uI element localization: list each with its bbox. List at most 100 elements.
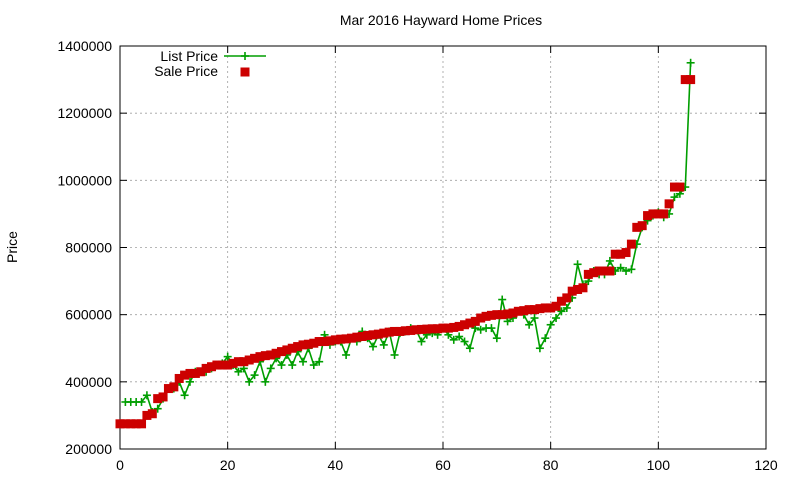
sale-price-point <box>282 345 292 355</box>
list-price-point <box>525 320 534 329</box>
sale-price-point <box>137 419 147 429</box>
sale-price-point <box>610 249 620 259</box>
sale-price-point <box>433 324 443 334</box>
sale-price-point <box>556 296 566 306</box>
legend-label-list-price: List Price <box>160 48 218 64</box>
list-price-point <box>234 367 243 376</box>
sale-price-point <box>368 330 378 340</box>
y-tick-label: 1200000 <box>57 105 112 121</box>
list-price-point <box>552 314 561 323</box>
sale-price-point <box>653 209 663 219</box>
sale-price-point <box>255 352 265 362</box>
sale-price-point <box>454 321 464 331</box>
y-tick-label: 200000 <box>65 441 112 457</box>
sale-price-point <box>126 419 136 429</box>
sale-price-point <box>578 283 588 293</box>
sale-price-point <box>390 326 400 336</box>
sale-price-point <box>379 328 389 338</box>
sale-price-point <box>594 266 604 276</box>
y-tick-label: 800000 <box>65 240 112 256</box>
sale-price-point <box>465 318 475 328</box>
list-price-point <box>686 58 695 67</box>
sale-price-point <box>503 309 513 319</box>
x-tick-label: 100 <box>647 457 671 473</box>
list-price-point <box>498 295 507 304</box>
sale-price-point <box>174 373 184 383</box>
axes: 0 20 40 60 80 100 120 200000 400000 600000 800000 1… <box>57 38 777 473</box>
sale-price-point <box>341 334 351 344</box>
sale-price-point <box>546 303 556 313</box>
sale-price-point <box>573 284 583 294</box>
sale-price-point <box>260 351 270 361</box>
sale-price-point <box>416 324 426 334</box>
list-price-point <box>417 337 426 346</box>
list-price-point <box>535 344 544 353</box>
sale-price-point <box>600 266 609 276</box>
sale-price-point <box>535 304 545 314</box>
sale-price-point <box>153 394 163 404</box>
sale-price-point <box>384 327 394 337</box>
sale-price-point <box>298 340 308 350</box>
list-price-point <box>616 263 625 272</box>
list-price-point <box>277 361 286 370</box>
sale-price-point <box>476 313 486 323</box>
list-price-point <box>223 352 232 361</box>
list-price-point <box>261 377 270 386</box>
sale-price-point <box>357 331 367 341</box>
list-price-line <box>125 62 692 414</box>
sale-price-point <box>303 339 313 349</box>
list-price-point <box>622 267 631 276</box>
list-price-point <box>562 303 571 312</box>
sale-price-point <box>163 384 173 394</box>
sale-price-point <box>406 325 416 335</box>
sale-price-point <box>115 419 125 429</box>
list-price-point <box>449 335 458 344</box>
sale-price-point <box>212 360 222 370</box>
sale-price-point <box>492 310 502 320</box>
y-tick-label: 600000 <box>65 307 112 323</box>
series-layer <box>115 58 696 429</box>
list-price-point <box>487 324 496 333</box>
sale-price-point <box>201 363 211 373</box>
sale-price-point <box>352 332 362 342</box>
sale-price-point <box>158 392 168 402</box>
list-price-point <box>627 265 636 274</box>
sale-price-point <box>551 301 561 311</box>
sale-price-point <box>481 311 491 321</box>
sale-price-point <box>131 419 141 429</box>
sale-price-point <box>519 306 529 316</box>
sale-price-point <box>363 330 373 340</box>
sale-price-point <box>411 325 421 335</box>
sale-price-point <box>196 367 206 377</box>
sale-price-point <box>373 329 383 339</box>
sale-price-point <box>422 324 432 334</box>
list-price-point <box>142 391 151 400</box>
sale-price-point <box>643 211 653 221</box>
list-price-point <box>557 307 566 316</box>
sale-price-point <box>513 306 523 316</box>
sale-price-point <box>621 248 631 258</box>
y-tick-label: 1000000 <box>57 172 112 188</box>
sale-price-point <box>675 182 685 192</box>
sale-price-point <box>147 409 157 419</box>
list-price-point <box>530 314 539 323</box>
sale-price-point <box>325 336 335 346</box>
x-tick-label: 20 <box>220 457 236 473</box>
sale-price-point <box>470 316 480 326</box>
sale-price-point <box>664 199 674 209</box>
legend: List Price Sale Price <box>154 48 266 79</box>
list-price-point <box>546 320 555 329</box>
sale-price-point <box>562 293 572 303</box>
x-tick-label: 0 <box>116 457 124 473</box>
sale-price-point <box>449 322 459 332</box>
sale-price-point <box>400 326 410 336</box>
sale-price-point <box>309 338 319 348</box>
series-sale-price <box>115 75 696 429</box>
sale-price-point <box>244 355 254 365</box>
sale-price-point <box>460 320 470 330</box>
sale-price-point <box>438 323 448 333</box>
list-price-point <box>288 361 297 370</box>
sale-price-point <box>120 419 130 429</box>
x-tick-label: 40 <box>328 457 344 473</box>
sale-price-point <box>314 337 324 347</box>
